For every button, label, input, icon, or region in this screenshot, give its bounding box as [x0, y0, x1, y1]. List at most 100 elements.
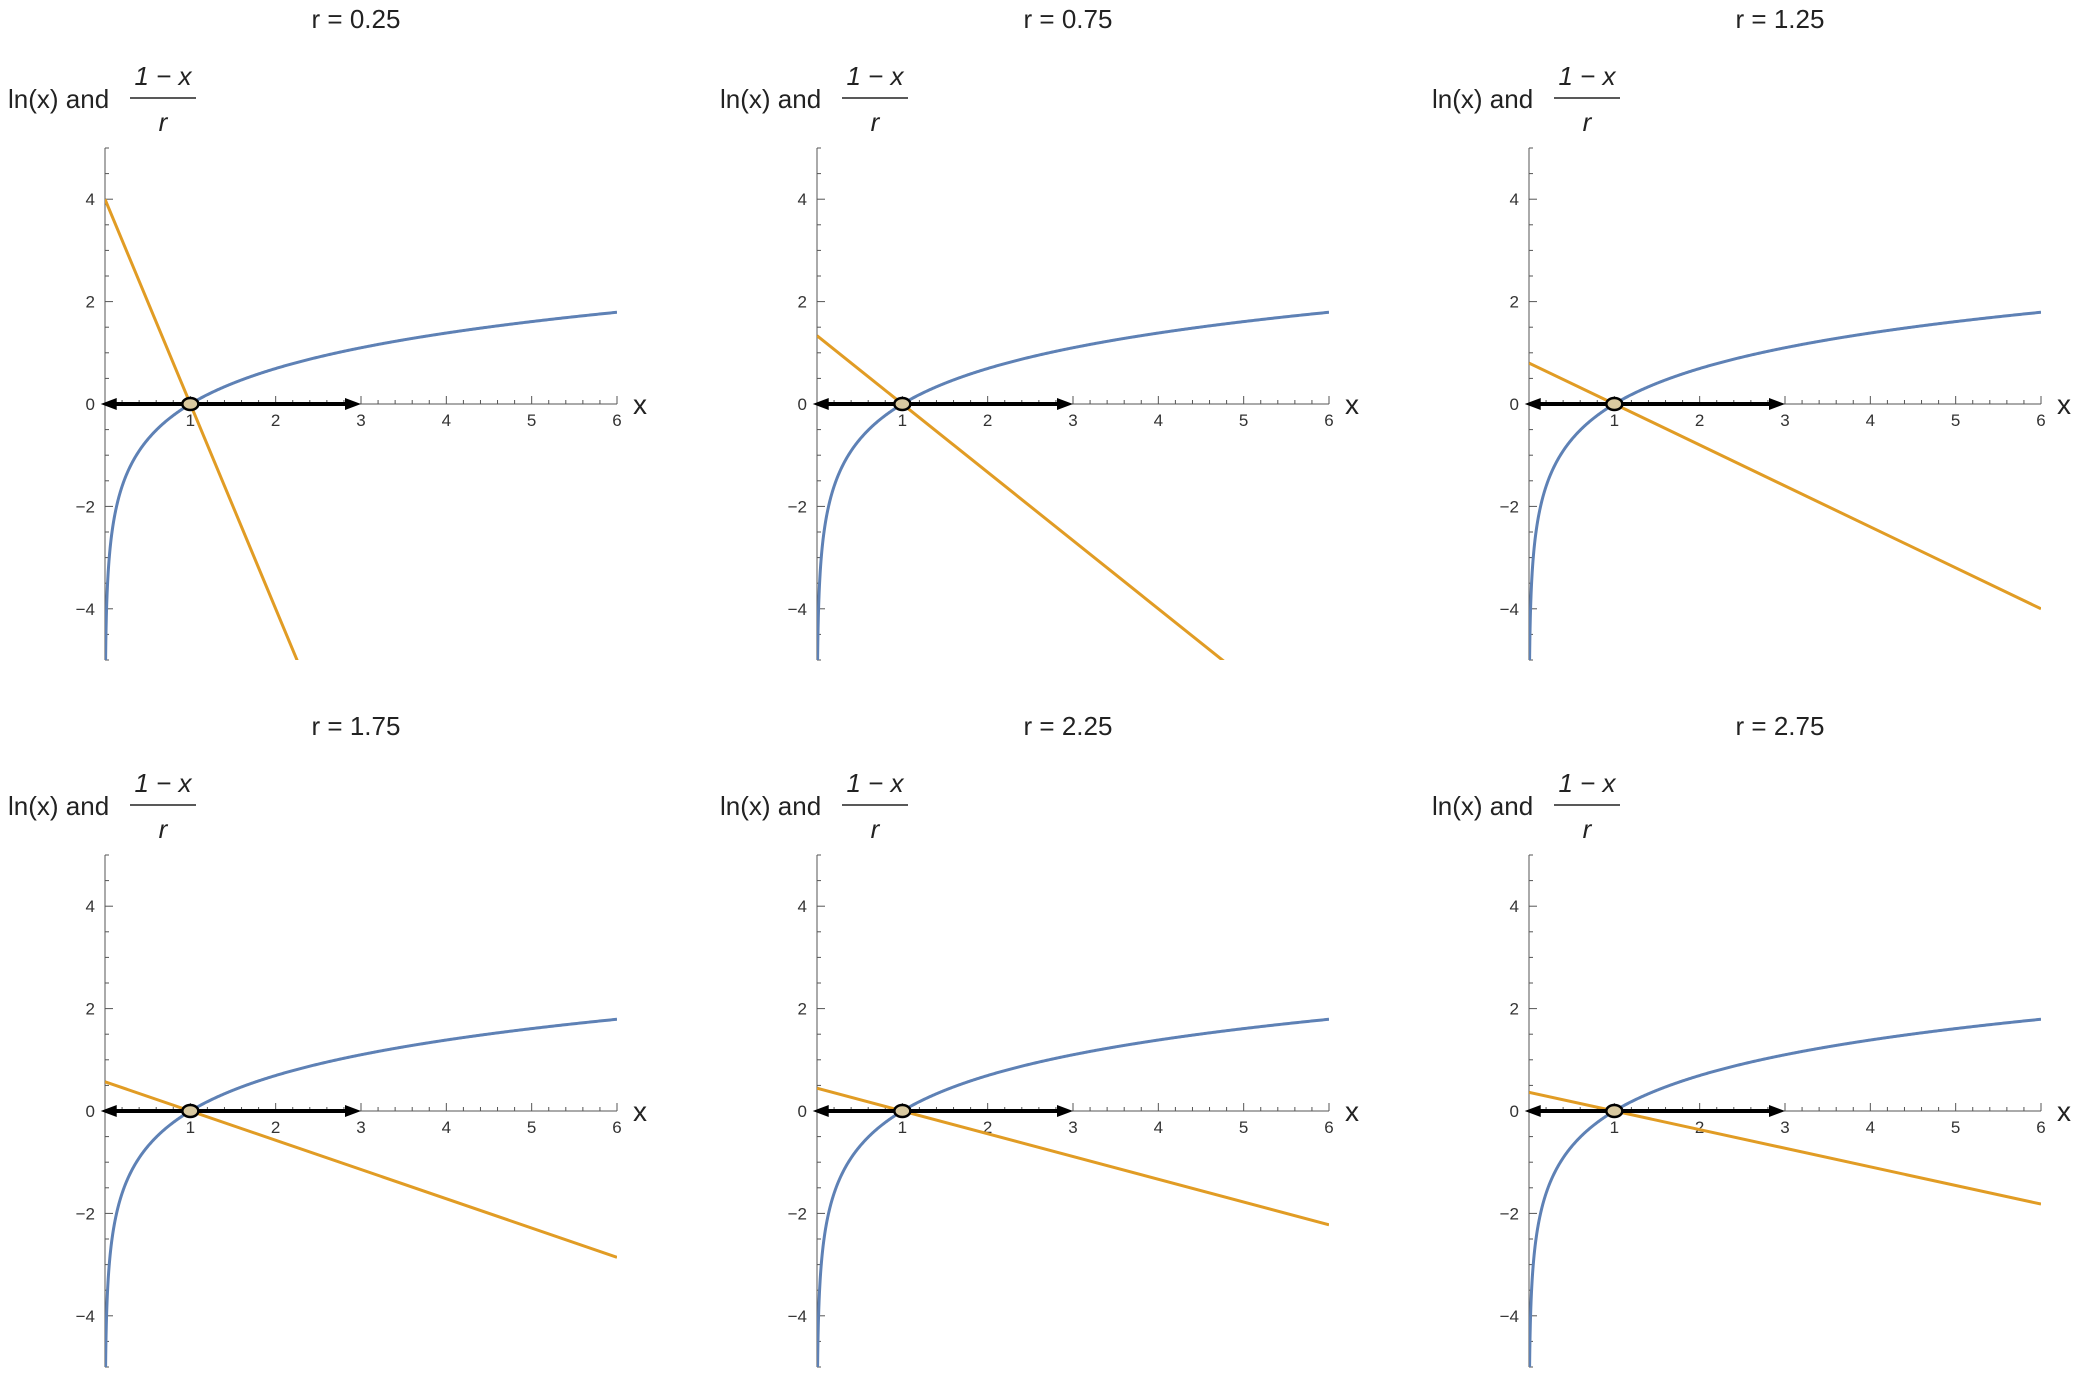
y-tick-label: 2	[86, 293, 95, 312]
range-arrow-head-right	[345, 398, 361, 410]
chart-panel: r = 2.25 ln(x) and 1 − x r 1 2 3 4 5 6 −4 −2 0 2 4 x	[712, 707, 1424, 1391]
y-axis-label: ln(x) and	[720, 791, 821, 821]
y-axis-label-numerator: 1 − x	[846, 61, 904, 91]
y-axis-label-denominator: r	[1583, 814, 1593, 844]
x-axis-label: x	[633, 389, 647, 420]
range-arrow-head-left	[100, 398, 117, 410]
x-tick-label: 4	[1154, 411, 1163, 430]
range-arrow-head-left	[1524, 398, 1541, 410]
y-tick-label: −2	[1500, 1204, 1519, 1223]
y-tick-label: 2	[1510, 1000, 1519, 1019]
chart-panel: r = 0.25 ln(x) and 1 − x r 1 2 3 4 5 6 −4 −2 0 2 4 x	[0, 0, 712, 684]
y-axis-label: ln(x) and	[720, 84, 821, 114]
y-tick-label: 2	[86, 1000, 95, 1019]
intersection-marker	[1605, 1103, 1624, 1119]
x-tick-label: 2	[983, 1118, 992, 1137]
y-axis-label: ln(x) and	[1432, 791, 1533, 821]
y-axis-label-denominator: r	[159, 814, 169, 844]
intersection-marker	[893, 1103, 912, 1119]
y-tick-label: −2	[76, 497, 95, 516]
y-tick-label: 0	[86, 395, 95, 414]
x-axis-label: x	[1345, 1096, 1359, 1127]
intersection-marker	[893, 396, 912, 412]
range-arrow-head-right	[1769, 1105, 1785, 1117]
x-tick-label: 4	[1866, 411, 1875, 430]
x-tick-label: 6	[612, 1118, 621, 1137]
y-tick-label: −2	[1500, 497, 1519, 516]
chart-title: r = 1.75	[312, 711, 401, 741]
y-tick-label: −4	[1500, 1307, 1519, 1326]
y-tick-label: 0	[1510, 395, 1519, 414]
x-axis-label: x	[2057, 1096, 2071, 1127]
series-ln-x	[1529, 310, 2041, 660]
y-tick-label: −4	[788, 600, 807, 619]
y-axis-label-numerator: 1 − x	[1558, 768, 1616, 798]
chart-title: r = 2.25	[1024, 711, 1113, 741]
series-one-minus-x-over-r	[817, 334, 1225, 660]
y-axis-label-numerator: 1 − x	[1558, 61, 1616, 91]
series-ln-x	[105, 1017, 617, 1367]
x-tick-label: 6	[2036, 1118, 2045, 1137]
y-tick-label: 0	[798, 1102, 807, 1121]
x-tick-label: 2	[1695, 1118, 1704, 1137]
chart-panel: r = 0.75 ln(x) and 1 − x r 1 2 3 4 5 6 −4 −2 0 2 4 x	[712, 0, 1424, 684]
intersection-marker	[181, 396, 200, 412]
y-axis-label: ln(x) and	[8, 791, 109, 821]
y-tick-label: 0	[86, 1102, 95, 1121]
x-tick-label: 3	[1068, 1118, 1077, 1137]
y-axis-label: ln(x) and	[8, 84, 109, 114]
x-axis-label: x	[633, 1096, 647, 1127]
range-arrow-head-left	[1524, 1105, 1541, 1117]
x-tick-label: 3	[1780, 411, 1789, 430]
x-tick-label: 5	[1951, 411, 1960, 430]
y-axis-label-numerator: 1 − x	[846, 768, 904, 798]
x-tick-label: 1	[1610, 411, 1619, 430]
y-tick-label: 4	[798, 190, 807, 209]
y-tick-label: −2	[788, 1204, 807, 1223]
series-ln-x	[817, 310, 1329, 660]
y-tick-label: 2	[1510, 293, 1519, 312]
y-tick-label: 4	[86, 190, 95, 209]
series-ln-x	[105, 310, 617, 660]
chart-title: r = 2.75	[1736, 711, 1825, 741]
x-tick-label: 5	[1951, 1118, 1960, 1137]
series-one-minus-x-over-r	[105, 198, 299, 660]
y-tick-label: 4	[1510, 897, 1519, 916]
y-tick-label: 0	[1510, 1102, 1519, 1121]
range-arrow-head-left	[812, 398, 829, 410]
x-tick-label: 3	[1780, 1118, 1789, 1137]
y-tick-label: 4	[86, 897, 95, 916]
range-arrow-head-right	[1769, 398, 1785, 410]
y-axis-label-numerator: 1 − x	[134, 61, 192, 91]
x-tick-label: 6	[1324, 411, 1333, 430]
x-tick-label: 2	[983, 411, 992, 430]
x-tick-label: 5	[1239, 411, 1248, 430]
y-tick-label: 0	[798, 395, 807, 414]
series-ln-x	[817, 1017, 1329, 1367]
chart-svg: r = 0.75 ln(x) and 1 − x r 1 2 3 4 5 6 −4 −2 0 2 4 x	[720, 4, 1359, 661]
chart-svg: r = 0.25 ln(x) and 1 − x r 1 2 3 4 5 6 −4 −2 0 2 4 x	[8, 4, 647, 661]
chart-svg: r = 1.75 ln(x) and 1 − x r 1 2 3 4 5 6 −4 −2 0 2 4 x	[8, 711, 647, 1368]
chart-panel: r = 1.75 ln(x) and 1 − x r 1 2 3 4 5 6 −4 −2 0 2 4 x	[0, 707, 712, 1391]
chart-title: r = 0.75	[1024, 4, 1113, 34]
series-ln-x	[1529, 1017, 2041, 1367]
y-tick-label: 4	[798, 897, 807, 916]
range-arrow-head-left	[812, 1105, 829, 1117]
y-axis-label: ln(x) and	[1432, 84, 1533, 114]
chart-panel: r = 1.25 ln(x) and 1 − x r 1 2 3 4 5 6 −4 −2 0 2 4 x	[1424, 0, 2084, 684]
x-tick-label: 1	[186, 411, 195, 430]
x-tick-label: 1	[1610, 1118, 1619, 1137]
x-tick-label: 5	[527, 1118, 536, 1137]
x-tick-label: 6	[1324, 1118, 1333, 1137]
x-tick-label: 5	[527, 411, 536, 430]
x-tick-label: 4	[442, 411, 451, 430]
x-tick-label: 2	[271, 1118, 280, 1137]
y-axis-label-denominator: r	[1583, 107, 1593, 137]
chart-svg: r = 2.75 ln(x) and 1 − x r 1 2 3 4 5 6 −4 −2 0 2 4 x	[1432, 711, 2071, 1368]
x-tick-label: 1	[898, 411, 907, 430]
chart-panel: r = 2.75 ln(x) and 1 − x r 1 2 3 4 5 6 −4 −2 0 2 4 x	[1424, 707, 2084, 1391]
y-axis-label-denominator: r	[871, 814, 881, 844]
y-axis-label-numerator: 1 − x	[134, 768, 192, 798]
y-tick-label: −4	[76, 600, 95, 619]
chart-title: r = 0.25	[312, 4, 401, 34]
